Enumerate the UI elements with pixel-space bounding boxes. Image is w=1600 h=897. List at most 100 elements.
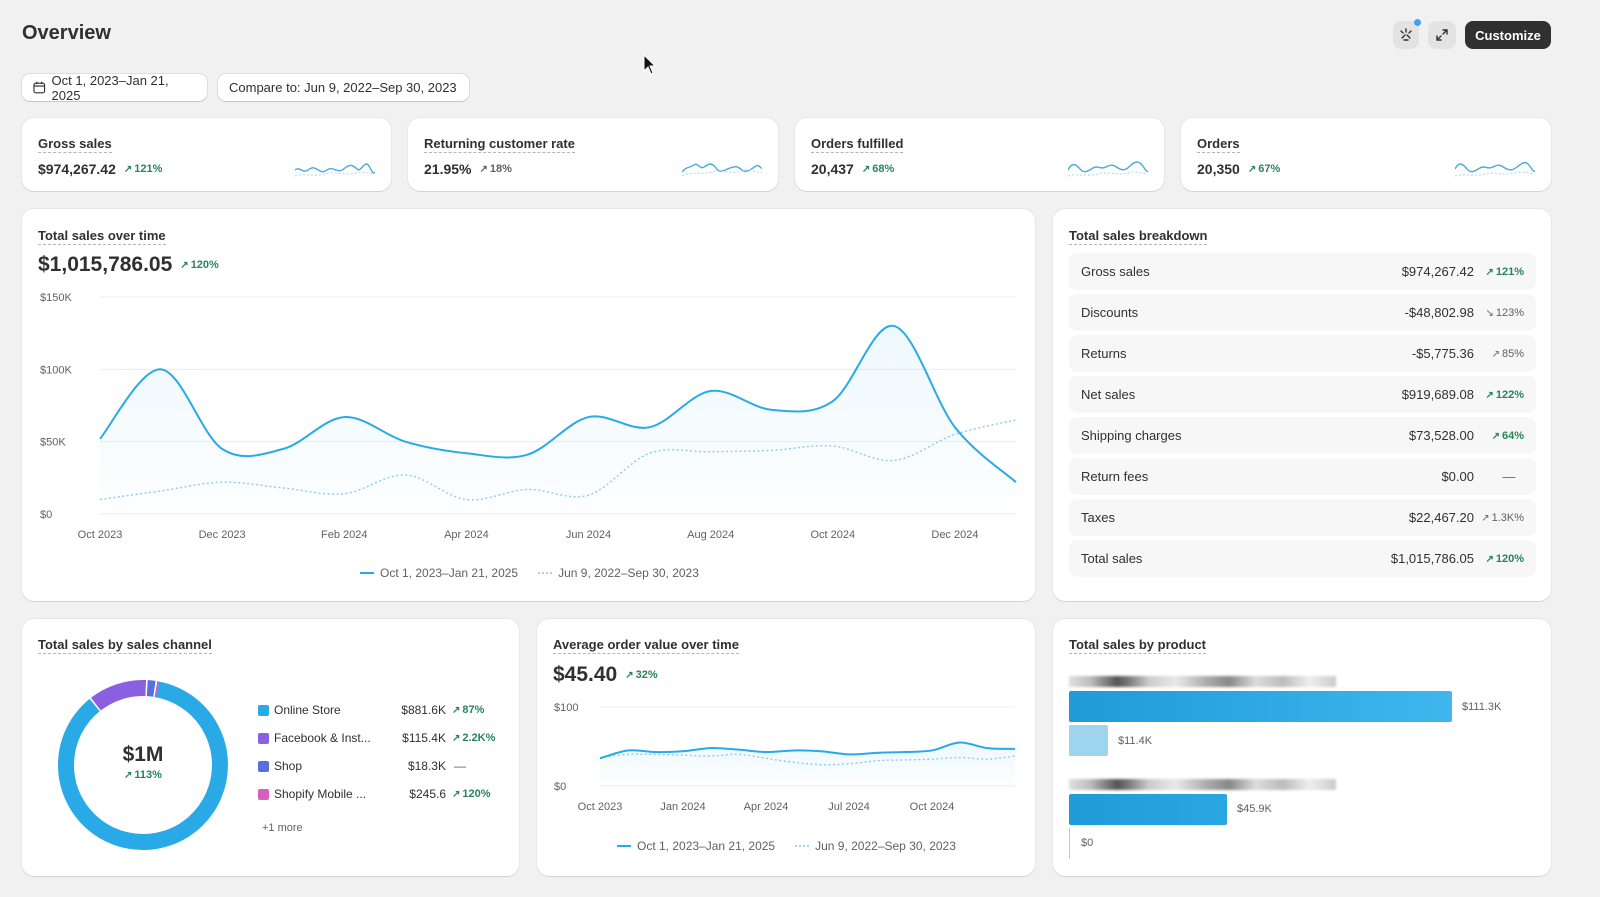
channel-row[interactable]: Shop $18.3K —: [258, 756, 518, 776]
total-sales-card[interactable]: Total sales over time $1,015,786.05 ↗ 120…: [22, 209, 1035, 601]
metric-value: 21.95%: [424, 161, 472, 177]
channel-name: Facebook & Inst...: [274, 731, 371, 745]
channel-row[interactable]: Facebook & Inst... $115.4K ↗ 2.2K%: [258, 728, 518, 748]
metric-value: $974,267.42: [38, 161, 116, 177]
compare-range-picker[interactable]: Compare to: Jun 9, 2022–Sep 30, 2023: [218, 74, 469, 101]
metric-change: ↗ 67%: [1248, 163, 1280, 175]
product-bar-previous[interactable]: [1069, 828, 1070, 859]
previous-period-line: [599, 753, 1016, 766]
breakdown-row-value: -$48,802.98: [1404, 305, 1474, 320]
arrow-up-icon: ↗: [452, 705, 461, 716]
x-tick-label: Oct 2023: [578, 801, 623, 813]
x-tick-label: Feb 2024: [321, 529, 367, 541]
page-title: Overview: [22, 22, 111, 44]
breakdown-row[interactable]: Net sales $919,689.08 ↗ 122%: [1069, 376, 1536, 413]
channel-change-value: —: [454, 759, 466, 773]
metric-card-returning-customer-rate[interactable]: Returning customer rate 21.95% ↗ 18%: [408, 118, 778, 191]
donut-slice[interactable]: [58, 681, 228, 850]
x-tick-label: Dec 2023: [199, 529, 246, 541]
metric-card-orders[interactable]: Orders 20,350 ↗ 67%: [1181, 118, 1551, 191]
ai-insights-button[interactable]: [1393, 19, 1421, 49]
channel-change-value: 120%: [462, 788, 491, 800]
arrow-down-icon: ↘: [1485, 307, 1494, 319]
breakdown-row-value: -$5,775.36: [1411, 346, 1474, 361]
card-title: Total sales by sales channel: [38, 637, 212, 654]
breakdown-change-value: —: [1502, 469, 1516, 484]
x-tick-label: Jun 2024: [566, 529, 611, 541]
y-tick-label: $50K: [40, 437, 66, 449]
channel-row[interactable]: Online Store $881.6K ↗ 87%: [258, 700, 518, 720]
breakdown-row-label: Shipping charges: [1081, 428, 1182, 443]
series-area: [100, 325, 1016, 514]
total-sales-line-chart: $0 $50K $100K $150K Oct 2023 Dec 2023 Feb 2024…: [40, 292, 1017, 541]
arrow-up-icon: ↗: [1485, 553, 1494, 565]
sales-channel-card[interactable]: Total sales by sales channel $1M ↗ 113% O…: [22, 619, 519, 876]
breakdown-row[interactable]: Gross sales $974,267.42 ↗ 121%: [1069, 253, 1536, 290]
arrow-up-icon: ↗: [452, 789, 461, 800]
channel-name: Online Store: [274, 703, 341, 717]
channel-value: $881.6K: [401, 703, 446, 717]
legend-current-swatch: [360, 572, 374, 574]
arrow-up-icon: ↗: [1481, 512, 1490, 524]
channel-name: Shop: [274, 759, 303, 773]
breakdown-row-value: $73,528.00: [1408, 428, 1474, 443]
aov-change-value: 32%: [635, 669, 658, 681]
x-tick-label: Apr 2024: [744, 801, 789, 813]
arrow-up-icon: ↗: [1485, 389, 1494, 401]
date-range-picker[interactable]: Oct 1, 2023–Jan 21, 2025: [22, 73, 207, 103]
y-tick-label: $0: [554, 781, 566, 793]
more-channels-link[interactable]: +1 more: [262, 822, 303, 834]
breakdown-row-change: ↗ 122%: [1480, 389, 1524, 401]
breakdown-row[interactable]: Return fees $0.00 —: [1069, 458, 1536, 495]
channel-change: ↗ 120%: [452, 788, 491, 800]
legend-current-label: Oct 1, 2023–Jan 21, 2025: [637, 839, 776, 853]
breakdown-row-change: ↗ 85%: [1480, 348, 1524, 360]
aov-card[interactable]: Average order value over time $45.40 ↗ 32…: [537, 619, 1035, 876]
metric-card-orders-fulfilled[interactable]: Orders fulfilled 20,437 ↗ 68%: [795, 118, 1164, 191]
customize-button[interactable]: Customize: [1465, 21, 1551, 49]
donut-center-change: ↗ 113%: [55, 769, 231, 781]
sales-by-product-card[interactable]: Total sales by product $111.3K $11.4K $4…: [1053, 619, 1551, 876]
channel-row[interactable]: Shopify Mobile ... $245.6 ↗ 120%: [258, 784, 518, 804]
previous-period-line: [99, 419, 1017, 501]
legend-previous-label: Jun 9, 2022–Sep 30, 2023: [815, 839, 956, 853]
expand-icon: [1436, 29, 1448, 41]
breakdown-row-change: ↘ 123%: [1480, 307, 1524, 319]
metric-change-value: 67%: [1258, 163, 1281, 175]
donut-slice[interactable]: [90, 680, 146, 711]
product-bar-label: $45.9K: [1237, 803, 1272, 815]
fullscreen-button[interactable]: [1428, 21, 1456, 49]
breakdown-row[interactable]: Discounts -$48,802.98 ↘ 123%: [1069, 294, 1536, 331]
breakdown-row[interactable]: Taxes $22,467.20 ↗ 1.3K%: [1069, 499, 1536, 536]
metric-change: ↗ 18%: [479, 163, 511, 175]
channel-swatch: [258, 732, 269, 744]
donut-center-value: $1M: [122, 743, 164, 766]
metric-label: Orders: [1197, 136, 1240, 153]
donut-slice[interactable]: [146, 680, 156, 697]
product-bar[interactable]: [1069, 691, 1452, 722]
breakdown-row-label: Return fees: [1081, 469, 1149, 484]
sales-breakdown-card[interactable]: Total sales breakdown Gross sales $974,26…: [1053, 209, 1551, 601]
breakdown-row[interactable]: Returns -$5,775.36 ↗ 85%: [1069, 335, 1536, 372]
breakdown-change-value: 64%: [1501, 429, 1524, 442]
product-bar-previous[interactable]: [1069, 725, 1108, 756]
breakdown-row-value: $974,267.42: [1401, 264, 1474, 279]
metric-change-value: 121%: [134, 163, 163, 175]
total-sales-change: ↗ 120%: [180, 259, 219, 271]
breakdown-change-value: 121%: [1495, 265, 1524, 278]
breakdown-row[interactable]: Shipping charges $73,528.00 ↗ 64%: [1069, 417, 1536, 454]
breakdown-change-value: 122%: [1495, 388, 1524, 401]
metric-label: Orders fulfilled: [811, 136, 904, 153]
current-period-line: [599, 741, 1016, 760]
breakdown-row-change: ↗ 1.3K%: [1480, 512, 1524, 524]
product-bar-label: $111.3K: [1462, 701, 1502, 713]
metric-change-value: 18%: [489, 163, 512, 175]
donut-center-change-value: 113%: [134, 769, 162, 781]
legend-previous-swatch: [795, 845, 810, 847]
chart-legend: Oct 1, 2023–Jan 21, 2025 Jun 9, 2022–Sep…: [617, 839, 956, 853]
channel-swatch: [258, 704, 269, 716]
metric-card-gross-sales[interactable]: Gross sales $974,267.42 ↗ 121%: [22, 118, 391, 191]
product-bar[interactable]: [1069, 794, 1227, 825]
breakdown-row[interactable]: Total sales $1,015,786.05 ↗ 120%: [1069, 540, 1536, 577]
card-title: Total sales breakdown: [1069, 228, 1208, 245]
